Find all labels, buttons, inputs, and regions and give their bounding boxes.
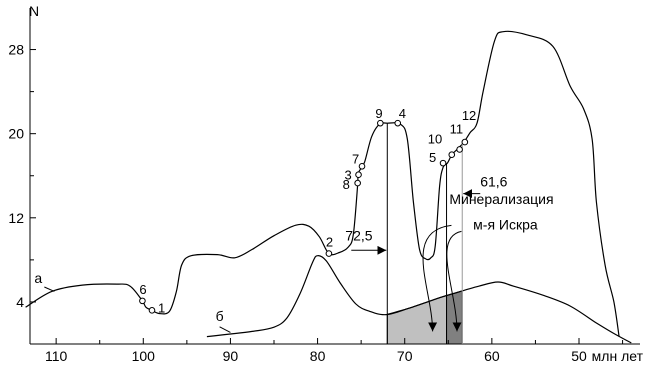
point-marker-9 (377, 119, 384, 127)
point-label-12: 12 (462, 108, 476, 123)
point-marker-10 (448, 151, 456, 159)
y-tick-label: 20 (8, 126, 24, 142)
x-axis-title: млн лет (592, 348, 644, 364)
point-marker-11 (456, 146, 463, 153)
x-tick-label: 100 (132, 348, 156, 364)
point-marker-7 (358, 162, 366, 170)
point-label-9: 9 (375, 106, 382, 121)
point-label-10: 10 (428, 132, 442, 147)
point-marker-6 (139, 297, 146, 305)
x-tick-label: 80 (310, 348, 326, 364)
series-leader-a (44, 286, 55, 292)
x-tick-label: 50 (571, 348, 587, 364)
x-tick-label: 60 (484, 348, 500, 364)
point-markers (139, 119, 469, 314)
point-label-2: 2 (326, 235, 333, 250)
series-label-a: а (34, 270, 42, 286)
point-label-6: 6 (139, 282, 146, 297)
point-label-1: 1 (158, 300, 165, 315)
point-label-7: 7 (352, 151, 359, 166)
arrow-to-region-1 (422, 224, 452, 332)
series-label-b: б (216, 308, 224, 324)
series-line-b (206, 255, 632, 344)
deposit-label: м-я Искра (473, 216, 538, 232)
annotation-arrows (351, 189, 481, 332)
x-tick-label: 90 (223, 348, 239, 364)
series-line-a (25, 30, 620, 337)
mineralization-label: Минерализация (449, 191, 553, 207)
point-marker-1 (148, 307, 156, 314)
y-tick-label: 12 (8, 210, 24, 226)
series-leader-b (219, 326, 231, 333)
point-marker-3 (355, 171, 362, 178)
shaded-regions (386, 290, 463, 345)
shaded-region-1 (386, 294, 447, 345)
point-label-4: 4 (399, 106, 406, 121)
point-label-11: 11 (450, 121, 464, 136)
point-marker-2 (325, 250, 333, 257)
text-labels: 123456789101112аб72,561,6Минерализациям-… (34, 106, 554, 333)
point-marker-8 (354, 179, 361, 187)
point-marker-5 (439, 159, 447, 167)
point-marker-4 (394, 119, 402, 127)
series-lines (25, 30, 632, 344)
annotation-72-5: 72,5 (345, 227, 372, 243)
point-marker-12 (461, 138, 469, 146)
x-tick-label: 70 (397, 348, 413, 364)
point-label-5: 5 (429, 150, 436, 165)
x-tick-label: 110 (45, 348, 68, 364)
y-tick-label: 28 (8, 42, 24, 58)
point-label-8: 8 (343, 177, 350, 192)
y-tick-label: 4 (16, 294, 24, 310)
y-axis-title: N (29, 3, 39, 19)
arrow-to-region-2 (446, 230, 462, 332)
point-label-3: 3 (345, 168, 352, 183)
annotation-61-6: 61,6 (480, 174, 507, 190)
shaded-region-2 (446, 290, 463, 345)
